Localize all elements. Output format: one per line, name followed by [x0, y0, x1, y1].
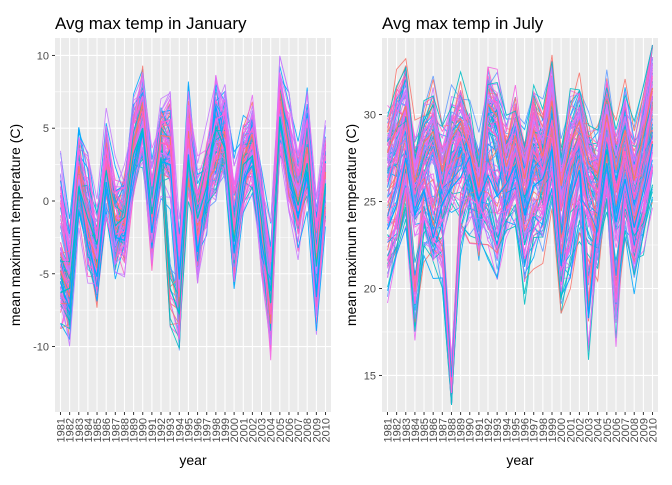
- january-series-line: [60, 56, 326, 259]
- july-x-tick-label: 1983: [401, 418, 413, 442]
- january-y-tick-label: 0: [43, 196, 49, 208]
- january-chart-title: Avg max temp in January: [55, 14, 247, 33]
- july-x-tick-label: 2006: [611, 418, 623, 442]
- july-x-tick-label: 2005: [602, 418, 614, 442]
- july-x-tick-label: 1992: [483, 418, 495, 442]
- july-x-tick-label: 1989: [456, 418, 468, 442]
- july-x-tick-label: 1981: [382, 418, 394, 442]
- july-x-tick-label: 1998: [538, 418, 550, 442]
- july-y-tick-label: 15: [364, 370, 376, 382]
- january-x-ticks: 1981198219831984198519861987198819891990…: [55, 412, 333, 442]
- july-y-axis-label: mean maximum temperature (C): [343, 124, 359, 326]
- july-x-tick-label: 2009: [638, 418, 650, 442]
- january-x-tick-label: 1997: [202, 418, 214, 442]
- july-chart-title: Avg max temp in July: [382, 14, 544, 33]
- july-representative-series-line: [386, 57, 654, 178]
- july-x-tick-label: 2008: [629, 418, 641, 442]
- july-x-tick-label: 1987: [437, 418, 449, 442]
- january-x-tick-label: 1999: [220, 418, 232, 442]
- january-x-tick-label: 1996: [193, 418, 205, 442]
- january-representative-series-line: [60, 116, 327, 315]
- july-x-tick-label: 2004: [593, 418, 605, 442]
- january-x-tick-label: 2005: [275, 418, 287, 442]
- july-x-tick-label: 2010: [648, 418, 660, 442]
- july-x-tick-label: 2001: [565, 418, 577, 442]
- january-x-tick-label: 1994: [174, 418, 186, 442]
- july-x-tick-label: 1996: [520, 418, 532, 442]
- july-representative-series-line: [386, 107, 654, 214]
- january-y-tick-label: 10: [37, 50, 49, 62]
- january-x-tick-label: 1982: [65, 418, 77, 442]
- january-x-tick-label: 1998: [211, 418, 223, 442]
- july-x-tick-label: 2002: [574, 418, 586, 442]
- january-series-line: [60, 72, 326, 251]
- january-x-tick-label: 1981: [55, 418, 67, 442]
- january-x-tick-label: 2004: [266, 418, 278, 442]
- july-y-ticks: 15 20 25 30: [364, 110, 382, 382]
- january-x-tick-label: 2008: [302, 418, 314, 442]
- july-series-line: [387, 44, 653, 168]
- july-x-tick-label: 1997: [529, 418, 541, 442]
- january-y-tick-label: 5: [43, 123, 49, 135]
- july-x-tick-label: 1990: [465, 418, 477, 442]
- january-x-tick-label: 2010: [321, 418, 333, 442]
- january-x-tick-label: 1987: [110, 418, 122, 442]
- july-x-tick-label: 1985: [419, 418, 431, 442]
- january-representative-series-line: [59, 84, 327, 263]
- july-x-tick-label: 1999: [547, 418, 559, 442]
- july-x-axis-label: year: [506, 452, 534, 468]
- january-y-tick-label: -10: [33, 342, 49, 354]
- january-x-tick-label: 1990: [138, 418, 150, 442]
- july-representative-series-line: [386, 166, 654, 393]
- july-series-line: [387, 97, 653, 198]
- july-representative-series-line: [386, 88, 654, 188]
- july-x-tick-label: 1991: [474, 418, 486, 442]
- january-series-lines: [59, 55, 327, 361]
- july-x-tick-label: 1993: [492, 418, 504, 442]
- july-x-tick-label: 1984: [410, 418, 422, 442]
- january-x-tick-label: 2003: [257, 418, 269, 442]
- july-y-tick-label: 30: [364, 110, 376, 122]
- july-x-tick-label: 1994: [501, 418, 513, 442]
- january-x-tick-label: 1993: [165, 418, 177, 442]
- january-x-tick-label: 1991: [147, 418, 159, 442]
- january-x-tick-label: 2007: [293, 418, 305, 442]
- january-y-ticks: -10 -5 0 5 10: [33, 50, 55, 354]
- january-x-axis-label: year: [179, 452, 207, 468]
- january-x-tick-label: 2000: [229, 418, 241, 442]
- july-series-lines: [386, 44, 654, 406]
- july-y-tick-label: 20: [364, 283, 376, 295]
- january-x-tick-label: 2001: [238, 418, 250, 442]
- january-x-tick-label: 2006: [284, 418, 296, 442]
- july-x-ticks: 1981198219831984198519861987198819891990…: [382, 412, 660, 442]
- july-x-tick-label: 1986: [428, 418, 440, 442]
- january-representative-series-line: [59, 106, 327, 309]
- january-y-axis-label: mean maximum temperature (C): [7, 124, 23, 326]
- january-x-tick-label: 1983: [74, 418, 86, 442]
- july-x-tick-label: 2007: [620, 418, 632, 442]
- july-x-tick-label: 1988: [446, 418, 458, 442]
- july-x-tick-label: 1995: [510, 418, 522, 442]
- july-x-tick-label: 1982: [392, 418, 404, 442]
- january-y-tick-label: -5: [39, 269, 49, 281]
- january-x-tick-label: 1985: [92, 418, 104, 442]
- january-x-tick-label: 1988: [119, 418, 131, 442]
- january-x-tick-label: 2002: [247, 418, 259, 442]
- january-x-tick-label: 2009: [311, 418, 323, 442]
- july-y-tick-label: 25: [364, 197, 376, 209]
- january-x-tick-label: 1984: [83, 418, 95, 442]
- july-x-tick-label: 2003: [584, 418, 596, 442]
- january-x-tick-label: 1995: [183, 418, 195, 442]
- july-x-tick-label: 2000: [556, 418, 568, 442]
- july-representative-series-line: [386, 143, 654, 319]
- january-x-tick-label: 1986: [101, 418, 113, 442]
- january-x-tick-label: 1989: [129, 418, 141, 442]
- january-x-tick-label: 1992: [156, 418, 168, 442]
